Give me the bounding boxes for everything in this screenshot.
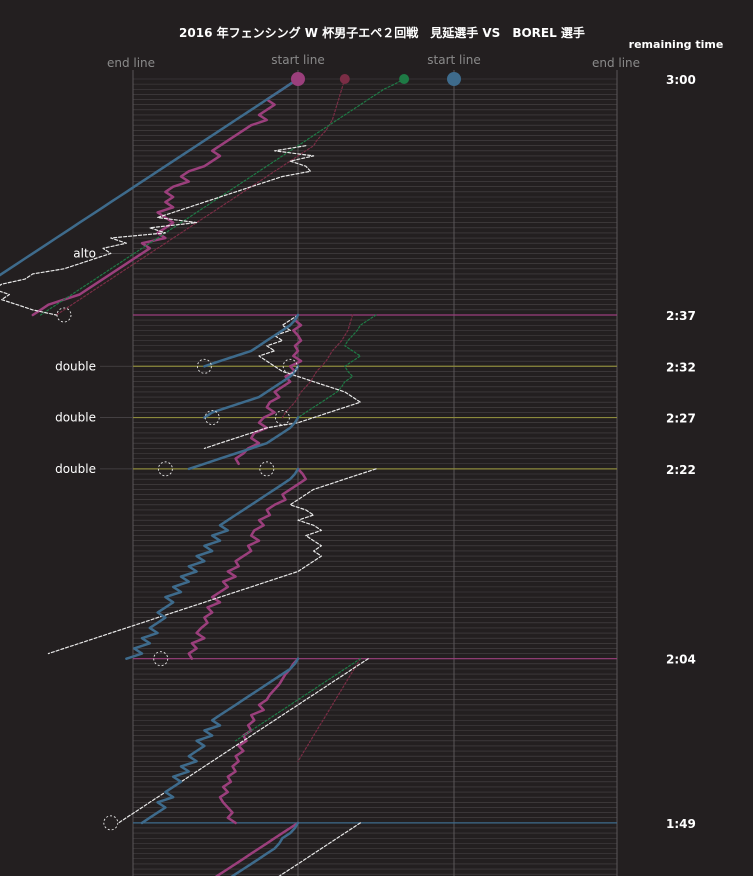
event-label: double (55, 462, 96, 476)
series-path (140, 657, 300, 825)
chart-title: 2016 年フェンシング W 杯男子エペ２回戦 見延選手 VS BOREL 選手 (179, 25, 585, 40)
time-label: 2:32 (666, 360, 696, 374)
series-path (203, 365, 300, 419)
series-path (0, 77, 300, 277)
series-path (218, 657, 300, 825)
right-start-line-label: start line (427, 53, 480, 67)
left-end-line-label: end line (107, 56, 155, 70)
series-path (47, 468, 377, 655)
remaining-time-header: remaining time (629, 38, 724, 51)
event-label: alto (73, 246, 96, 260)
series-path (234, 313, 303, 466)
time-label: 2:37 (666, 309, 696, 323)
series-path (235, 658, 361, 742)
series-path (203, 314, 361, 449)
series-path (55, 78, 346, 316)
time-label: 2:22 (666, 463, 696, 477)
time-labels: 3:00 2:37 2:32 2:27 2:22 2:04 1:49 alto double do… (55, 73, 696, 831)
time-markers (100, 253, 617, 824)
time-label: 2:27 (666, 412, 696, 426)
touch-circle (153, 651, 169, 667)
start-dot (399, 74, 410, 84)
series-path (125, 467, 300, 660)
series-path (0, 145, 315, 316)
touch-circle (157, 461, 173, 477)
touch-circle (56, 307, 72, 323)
touch-circle (282, 358, 298, 374)
touch-circles (56, 307, 298, 831)
series-path (278, 822, 361, 876)
series-path (297, 314, 377, 419)
touch-circle (103, 815, 119, 831)
series-path (31, 77, 300, 317)
series-path (187, 467, 308, 660)
series-path (187, 416, 300, 471)
time-label: 2:04 (666, 653, 696, 667)
series-path (39, 78, 405, 316)
time-label: 3:00 (666, 73, 696, 87)
event-label: double (55, 359, 96, 373)
series-path (203, 313, 300, 368)
right-end-line-label: end line (592, 56, 640, 70)
time-grid (132, 70, 618, 876)
series-path (117, 658, 369, 824)
time-label: 1:49 (666, 817, 696, 831)
movement-series (0, 77, 405, 876)
start-dot (339, 74, 350, 84)
event-label: double (55, 411, 96, 425)
start-dot (291, 72, 305, 86)
start-dots (291, 72, 461, 86)
series-path (281, 314, 354, 419)
touch-circle (259, 461, 275, 477)
touch-circle (196, 358, 212, 374)
series-path (214, 821, 300, 876)
start-dot (447, 72, 461, 86)
touch-circle (274, 410, 290, 426)
series-path (230, 821, 300, 876)
left-start-line-label: start line (271, 53, 324, 67)
touch-circle (204, 410, 220, 426)
series-path (297, 658, 361, 762)
